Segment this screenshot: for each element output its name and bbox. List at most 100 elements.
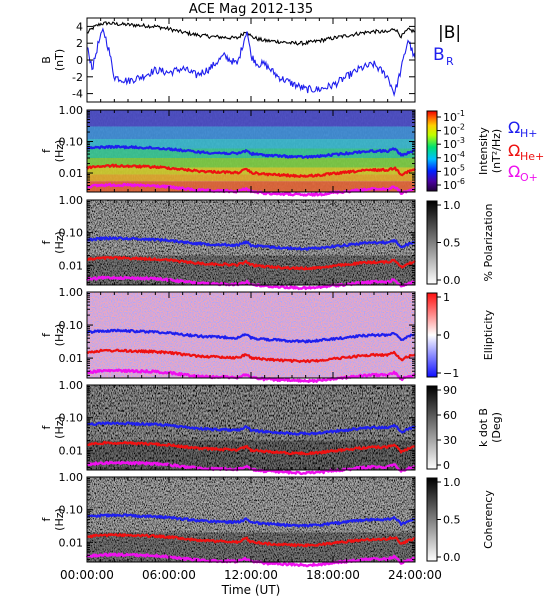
ellipticity-texture xyxy=(87,292,415,378)
y-tick-label: 1.00 xyxy=(59,379,84,392)
colorbar xyxy=(426,385,438,470)
colorbar-tick-label: 0 xyxy=(443,329,450,342)
gyrofrequency-curve-he-plus xyxy=(86,440,416,456)
gyrofrequency-curve-h-plus xyxy=(86,513,416,528)
colorbar-unit: (nT²/Hz) xyxy=(490,129,503,173)
colorbar-tick-label: 10-2 xyxy=(443,123,465,138)
y-tick-label: 1.00 xyxy=(59,286,84,299)
colorbar-tick-label: 10-4 xyxy=(443,150,465,165)
y-tick-label: 0.10 xyxy=(59,319,84,332)
gyrofrequency-curve-h-plus xyxy=(86,328,416,344)
y-tick-label: 0.01 xyxy=(59,444,84,457)
y-axis-unit: (Hz) xyxy=(53,324,66,347)
colorbar-tick-label: 90 xyxy=(443,384,457,397)
colorbar-tick-label: 0.5 xyxy=(443,514,461,527)
y-axis-unit: (Hz) xyxy=(53,140,66,163)
colorbar-tick-label: 1 xyxy=(443,291,450,304)
gyrofrequency-curve-h-plus xyxy=(86,236,416,251)
y-tick-label: 0.10 xyxy=(59,412,84,425)
x-tick-label: 12:00:00 xyxy=(224,568,278,582)
y-axis-label: f xyxy=(40,332,53,337)
y-tick-label: 4 xyxy=(76,20,83,33)
panel-polarization-spectrogram: f (Hz) 1.0 0.5 0.0 % Polarization 1.00 0.10 0.01 xyxy=(40,194,495,291)
spectrogram-image xyxy=(87,292,415,378)
x-tick-label: 24:00:00 xyxy=(388,568,442,582)
x-axis-label: Time (UT) xyxy=(221,583,281,597)
x-tick-label: 18:00:00 xyxy=(306,568,360,582)
y-axis-unit: (nT) xyxy=(53,49,66,71)
y-tick-label: -2 xyxy=(72,71,83,84)
colorbar-tick-label: 60 xyxy=(443,409,457,422)
gyrofrequency-curve-he-plus xyxy=(86,163,416,178)
legend-b-r: B xyxy=(433,45,445,65)
gyrofrequency-curve-he-plus xyxy=(86,348,416,364)
panel-k-dot-b-spectrogram: f (Hz) 90 60 30 0 k dot B (Deg) 1.00 0.10 0.01 xyxy=(40,379,503,476)
panel-coherency-spectrogram: f (Hz) 1.0 0.5 0.0 Coherency 1.00 0.10 0.01 xyxy=(40,471,495,568)
y-axis-label: f xyxy=(40,239,53,244)
gyrofrequency-curve-he-plus xyxy=(86,532,416,548)
colorbar-tick-label: 10-3 xyxy=(443,136,465,151)
y-axis-unit: (Hz) xyxy=(53,231,66,254)
colorbar-tick-label: −1 xyxy=(443,367,459,380)
y-axis-label: B xyxy=(40,56,53,64)
colorbar-tick-label: 10-5 xyxy=(443,163,465,178)
colorbar xyxy=(426,477,438,562)
colorbar-unit: (Deg) xyxy=(490,412,503,443)
colorbar-tick-label: 10-1 xyxy=(443,109,465,124)
legend-omega: Ω xyxy=(508,118,520,137)
legend-b-r-subscript: R xyxy=(446,55,454,68)
gyrofrequency-curve-h-plus xyxy=(86,144,416,159)
colorbar-tick-label: 0.0 xyxy=(443,551,461,564)
gyrofrequency-curve-he-plus xyxy=(86,255,416,271)
y-tick-label: 0.01 xyxy=(59,352,84,365)
figure-title: ACE Mag 2012-135 xyxy=(189,2,313,17)
colorbar-tick-label: 0 xyxy=(443,459,450,472)
colorbar xyxy=(426,110,438,192)
y-tick-label: 0 xyxy=(76,54,83,67)
y-axis-unit: (Hz) xyxy=(53,416,66,439)
legend-omega: Ω xyxy=(508,141,520,160)
gyrofrequency-curve-h-plus xyxy=(86,421,416,436)
y-axis-label: f xyxy=(40,516,53,521)
colorbar-tick-label: 10-6 xyxy=(443,177,465,192)
colorbar-title: k dot B xyxy=(477,408,490,447)
legend-ion-label: O+ xyxy=(520,171,538,184)
y-tick-label: 0.01 xyxy=(59,259,84,272)
y-tick-label: 0.01 xyxy=(59,536,84,549)
y-tick-label: 1.00 xyxy=(59,104,84,117)
colorbar xyxy=(426,200,438,285)
y-tick-label: 0.10 xyxy=(59,227,84,240)
colorbar-tick-label: 1.0 xyxy=(443,476,461,489)
y-axis-label: f xyxy=(40,148,53,153)
x-tick-label: 06:00:00 xyxy=(142,568,196,582)
legend-ion-label: He+ xyxy=(520,150,544,163)
legend-omega: Ω xyxy=(508,162,520,181)
y-tick-label: -4 xyxy=(72,88,83,101)
legend-ion-label: H+ xyxy=(520,127,538,140)
y-tick-label: 1.00 xyxy=(59,471,84,484)
plot-area xyxy=(87,18,415,102)
y-tick-label: 0.10 xyxy=(59,136,84,149)
panel-ellipticity-spectrogram: f (Hz) 1 0 −1 Ellipticity 1.00 0.10 0.01 xyxy=(40,286,495,384)
y-axis-unit: (Hz) xyxy=(53,508,66,531)
colorbar-tick-label: 30 xyxy=(443,434,457,447)
colorbar-tick-label: 0.0 xyxy=(443,274,461,287)
colorbar-title: Coherency xyxy=(482,490,495,549)
series-line-b-r xyxy=(86,27,416,98)
spectrogram-image xyxy=(87,477,415,562)
panel-intensity-spectrogram: f (Hz) 10-110-210-310-410-510-6 Intensity (n… xyxy=(40,104,544,197)
legend-b-magnitude: |B| xyxy=(438,23,461,43)
y-axis-label: f xyxy=(40,424,53,429)
y-tick-label: 0.10 xyxy=(59,504,84,517)
y-tick-label: 2 xyxy=(76,37,83,50)
series-line-b-magnitude xyxy=(86,21,416,47)
y-tick-label: 1.00 xyxy=(59,194,84,207)
colorbar-tick-label: 1.0 xyxy=(443,199,461,212)
colorbar-title: % Polarization xyxy=(482,204,495,282)
y-tick-label: 0.01 xyxy=(59,167,84,180)
colorbar-title: Intensity xyxy=(477,127,490,175)
colorbar xyxy=(426,292,438,378)
colorbar-tick-label: 0.5 xyxy=(443,237,461,250)
